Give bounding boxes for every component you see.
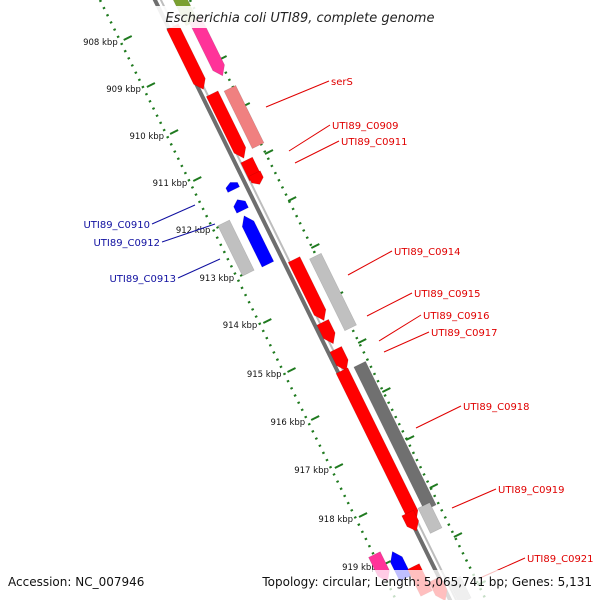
feature-cds-reverse xyxy=(233,199,249,214)
label-leader xyxy=(366,292,413,317)
label-leader xyxy=(161,223,216,243)
feature-cds xyxy=(335,367,419,522)
map-title: Escherichia coli UTI89, complete genome xyxy=(166,11,435,26)
gene-label-forward: UTI89_C0919 xyxy=(498,485,565,496)
scale-tick xyxy=(262,318,272,324)
gene-label-reverse: UTI89_C0913 xyxy=(109,274,176,285)
gene-label-forward: UTI89_C0911 xyxy=(341,137,408,148)
feature-cds xyxy=(248,170,264,185)
scale-tick xyxy=(310,415,320,421)
scale-tick xyxy=(123,35,133,41)
title-backdrop xyxy=(150,6,446,28)
scale-tick xyxy=(169,129,179,135)
gene-label-forward: UTI89_C0909 xyxy=(332,121,399,132)
feature-gray xyxy=(217,219,255,277)
scale-tick-label: 916 kbp xyxy=(271,418,306,428)
scale-tick-label: 909 kbp xyxy=(106,85,141,95)
scale-tick-label: 910 kbp xyxy=(129,132,164,142)
gene-label-forward: UTI89_C0915 xyxy=(414,289,481,300)
gene-label-reverse: UTI89_C0912 xyxy=(93,238,160,249)
feature-cds-reverse xyxy=(225,182,240,193)
scale-tick-label: 908 kbp xyxy=(83,38,118,48)
footer-backdrop xyxy=(0,570,600,600)
feature-cds xyxy=(401,509,420,532)
feature-gray xyxy=(309,252,357,332)
feature-gray-dark xyxy=(353,360,437,512)
scale-tick-label: 911 kbp xyxy=(153,179,188,189)
feature-cds-reverse xyxy=(241,215,275,268)
gene-label-forward: UTI89_C0918 xyxy=(463,402,530,413)
feature-cds xyxy=(316,318,336,345)
scale-tick-label: 919 kbp xyxy=(342,563,377,573)
scale-tick-label: 913 kbp xyxy=(200,274,235,284)
gene-label-reverse: UTI89_C0910 xyxy=(83,220,150,231)
scale-tick xyxy=(264,149,274,155)
scale-tick-label: 914 kbp xyxy=(223,321,258,331)
feature-cds xyxy=(205,90,247,159)
label-leader xyxy=(288,124,331,152)
feature-cds-light xyxy=(223,85,265,149)
gene-label-forward: serS xyxy=(331,77,353,88)
scale-tick xyxy=(381,387,391,393)
scale-tick xyxy=(358,512,368,518)
feature-cds xyxy=(287,256,327,321)
scale-tick xyxy=(146,82,156,88)
scale-tick xyxy=(429,483,439,489)
label-leader xyxy=(151,204,196,225)
gene-labels: serS UTI89_C0909 UTI89_C0911 UTI89_C0914 UTI… xyxy=(83,77,593,565)
label-leader xyxy=(294,140,340,164)
label-leader xyxy=(265,80,330,108)
scale-tick xyxy=(405,435,415,441)
features xyxy=(166,0,472,600)
scale-tick xyxy=(453,532,463,538)
scale-tick-label: 915 kbp xyxy=(247,370,282,380)
scale-tick xyxy=(192,176,202,182)
gene-label-forward: UTI89_C0921 xyxy=(527,554,594,565)
feature-gray xyxy=(417,502,443,534)
accession-text: Accession: NC_007946 xyxy=(8,575,144,589)
label-leader xyxy=(383,331,430,353)
scale-tick xyxy=(310,243,320,249)
feature-cds xyxy=(329,345,349,372)
label-leader xyxy=(415,405,462,429)
gene-label-forward: UTI89_C0917 xyxy=(431,328,498,339)
scale-tick-label: 918 kbp xyxy=(318,515,353,525)
scale-tick xyxy=(357,338,367,344)
label-leaders xyxy=(151,80,526,579)
label-leader xyxy=(378,314,422,342)
label-leader xyxy=(177,258,221,279)
gene-label-forward: UTI89_C0914 xyxy=(394,247,461,258)
scale-tick xyxy=(287,196,297,202)
label-leader xyxy=(451,488,497,509)
scale-tick xyxy=(334,463,344,469)
scale-tick-label: 917 kbp xyxy=(294,466,329,476)
genome-summary-text: Topology: circular; Length: 5,065,741 bp… xyxy=(261,575,592,589)
label-leader xyxy=(347,250,393,276)
gene-label-forward: UTI89_C0916 xyxy=(423,311,490,322)
scale-tick xyxy=(287,367,296,373)
